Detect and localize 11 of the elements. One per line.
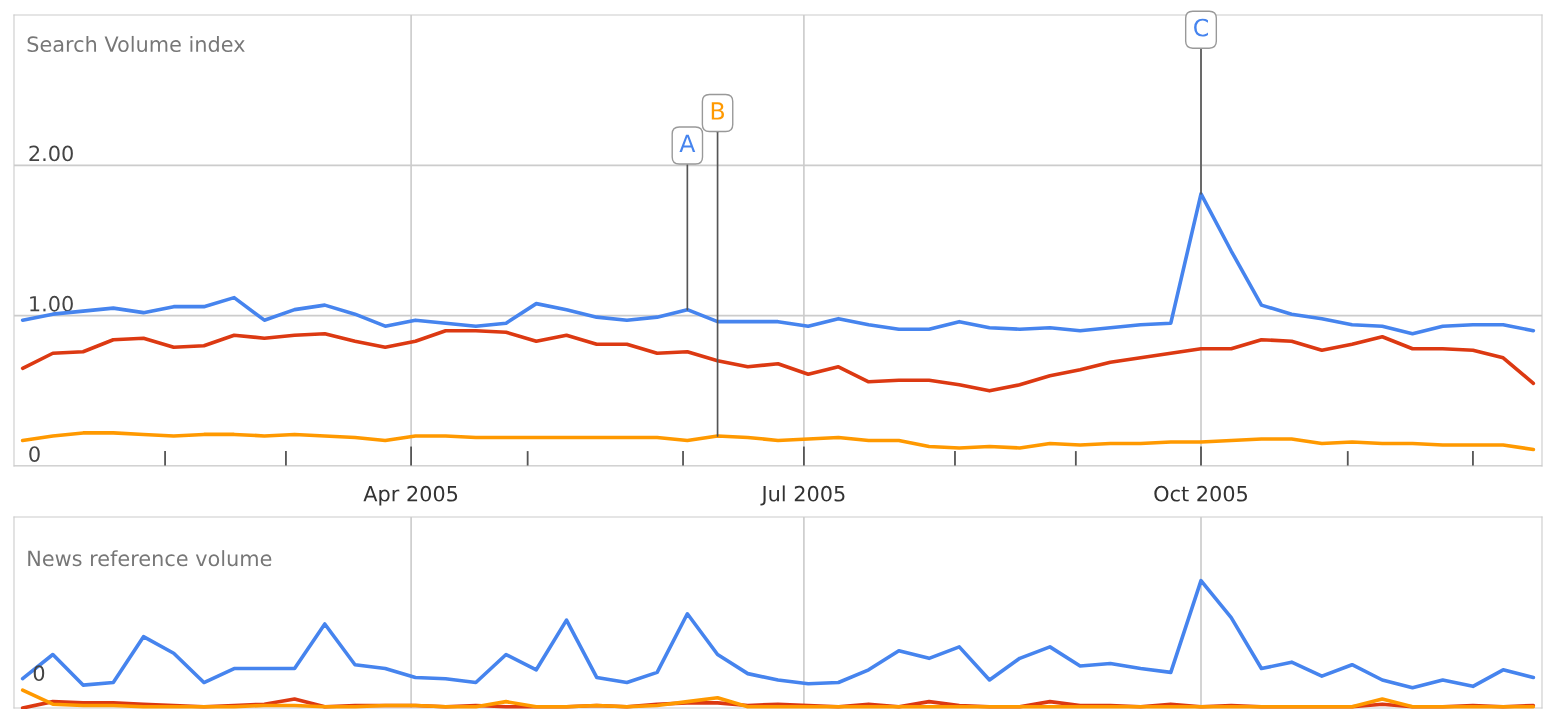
y-tick-label: 2.00 xyxy=(29,145,73,162)
text: Search Volume index xyxy=(27,35,245,53)
y-tick-label: 1.00 xyxy=(30,295,73,312)
y-tick-label: 0 xyxy=(29,446,40,462)
x-tick-label: Apr 2005 xyxy=(363,485,458,506)
x-tick-label: Oct 2005 xyxy=(1154,485,1248,502)
chart-title: News reference volume xyxy=(28,550,272,567)
x-tick-label: Jul 2005 xyxy=(760,485,845,506)
annotation: A xyxy=(679,134,696,152)
annotation: B xyxy=(711,102,724,120)
annotation: C xyxy=(1194,18,1208,37)
